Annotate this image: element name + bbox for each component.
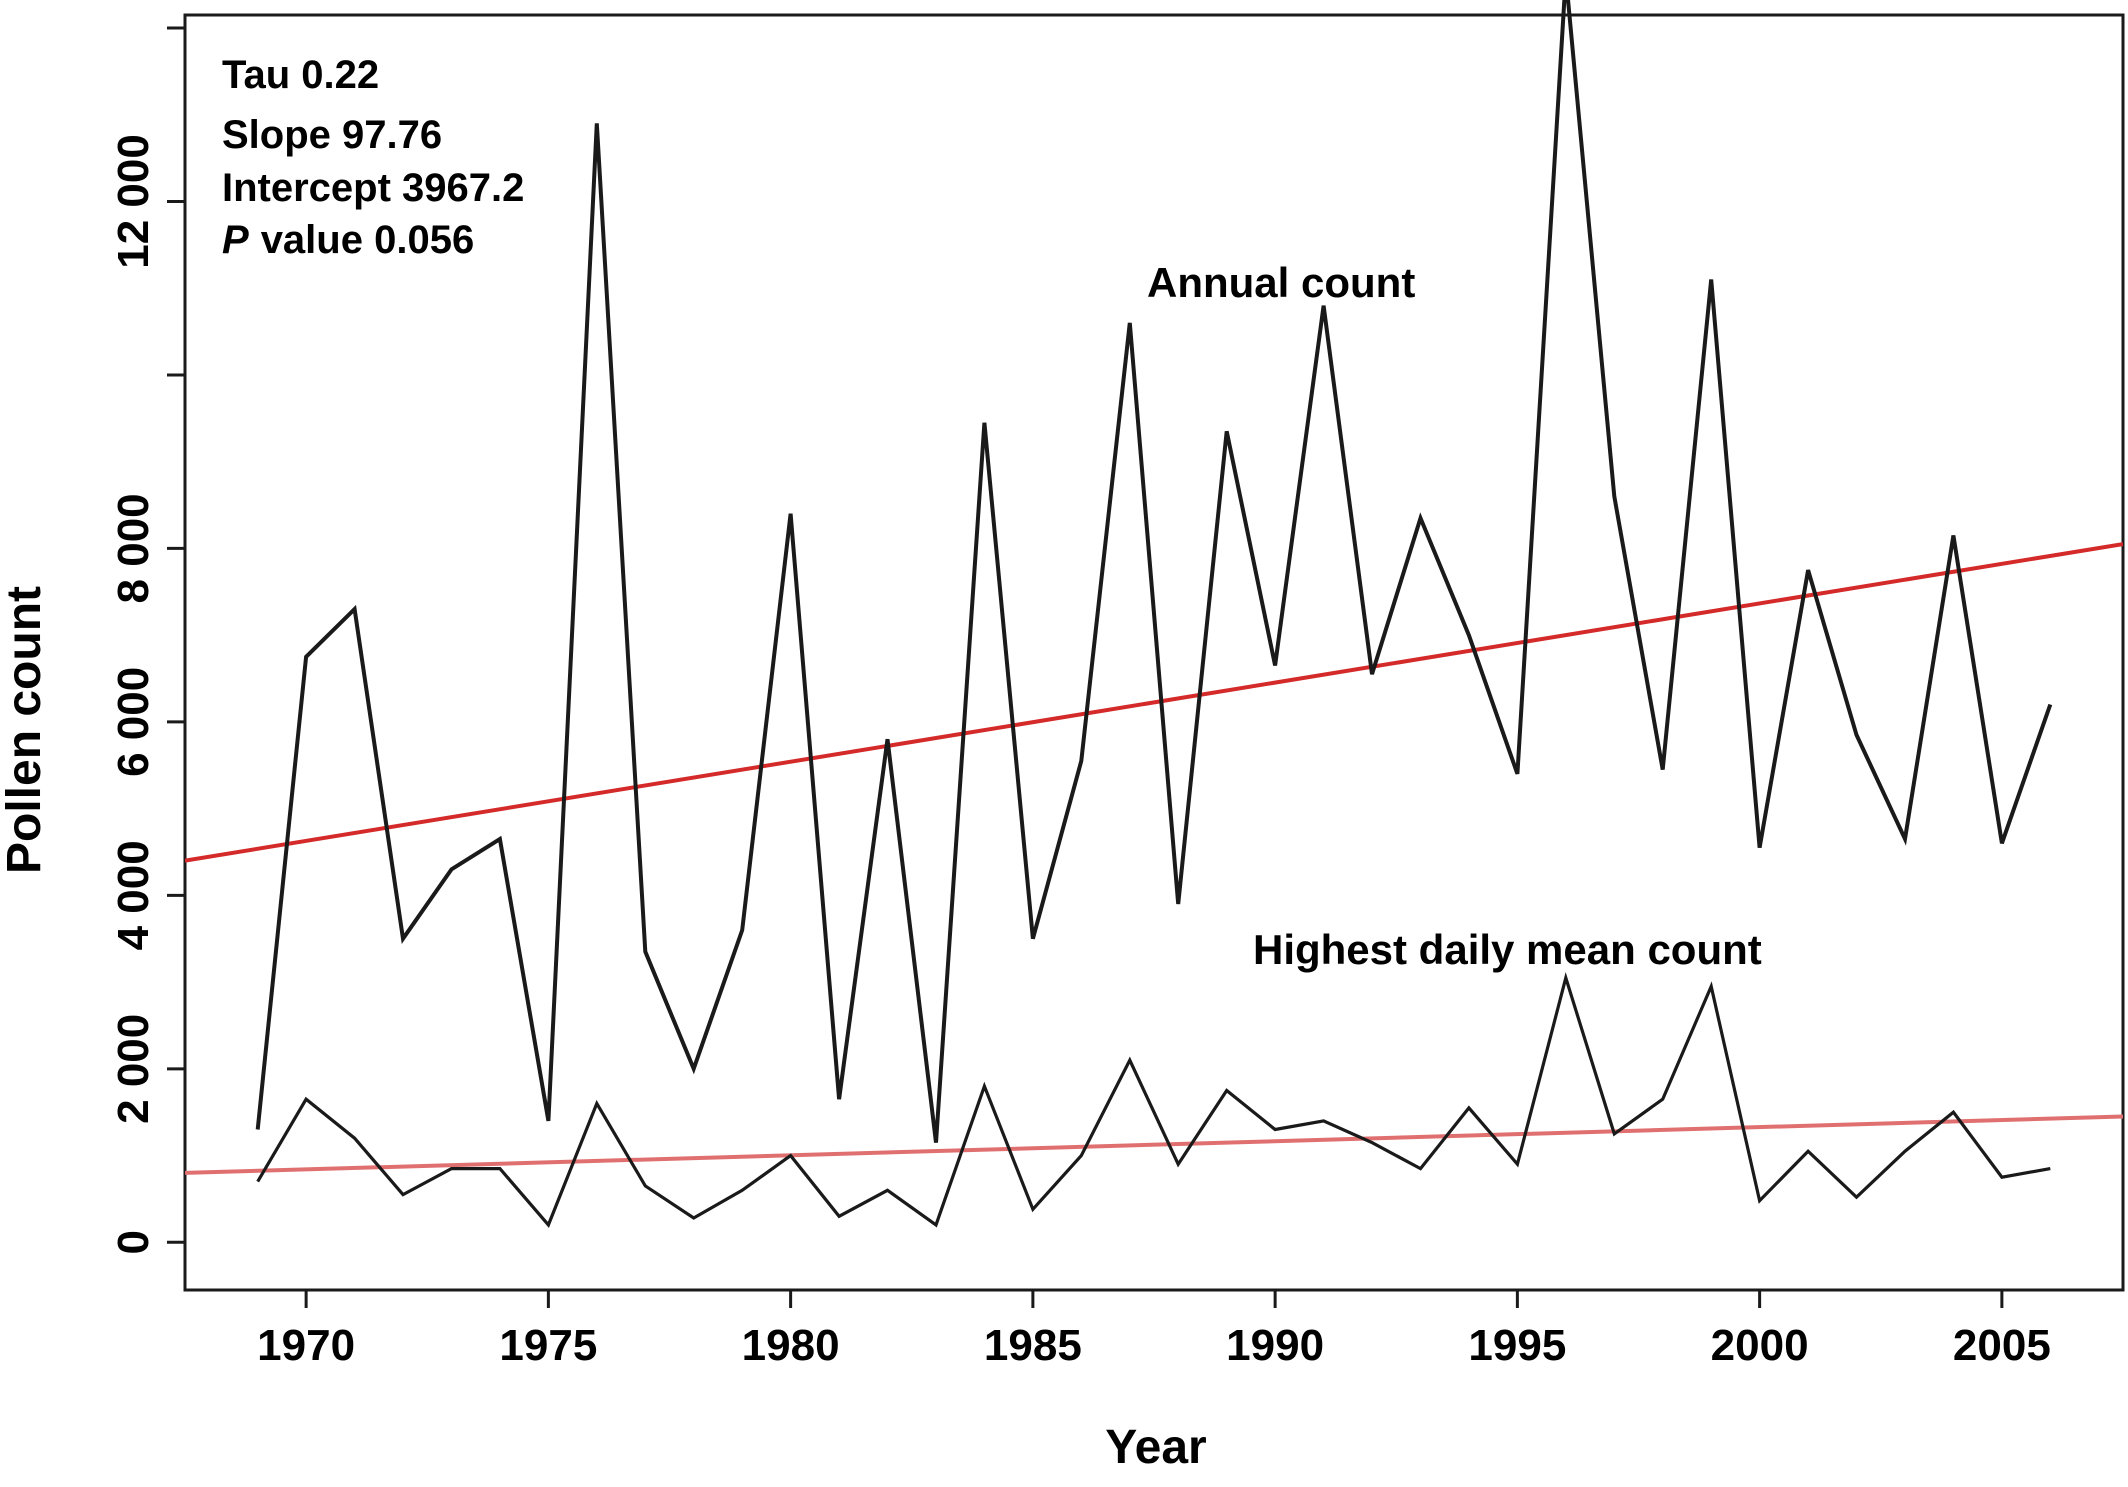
y-tick-label: 12 000 (109, 134, 158, 269)
stats-tau: Tau 0.22 (222, 53, 379, 97)
trend-lines (185, 542, 2123, 1175)
p-symbol: P (222, 218, 249, 262)
x-tick-label: 1995 (1468, 1321, 1566, 1370)
stats-intercept: Intercept 3967.2 (222, 166, 524, 210)
y-tick-label: 6 000 (109, 667, 158, 777)
daily-mean-label: Highest daily mean count (1253, 926, 1762, 973)
x-tick-label: 1975 (499, 1321, 597, 1370)
y-tick-label: 8 000 (109, 493, 158, 603)
daily-mean-line (256, 971, 2051, 1228)
data-series (255, 0, 2053, 1228)
y-axis: 0 2 000 4 000 6 000 8 000 12 000 (109, 26, 185, 1255)
x-tick-label: 1985 (984, 1321, 1082, 1370)
y-tick-label: 0 (109, 1230, 158, 1254)
x-tick-label: 1990 (1226, 1321, 1324, 1370)
plot-frame (183, 13, 2125, 1292)
x-axis: 1970 1975 1980 1985 1990 1995 2000 2005 (257, 1290, 2051, 1370)
x-tick-label: 2005 (1953, 1321, 2051, 1370)
annual-count-label: Annual count (1147, 259, 1415, 306)
x-tick-label: 2000 (1711, 1321, 1809, 1370)
y-tick-label: 2 000 (109, 1014, 158, 1124)
p-value-text: value 0.056 (261, 218, 475, 262)
daily-trend-line (185, 1114, 2123, 1175)
y-axis-title: Pollen count (0, 586, 51, 874)
x-axis-title: Year (1105, 1421, 1206, 1474)
stats-slope: Slope 97.76 (222, 113, 442, 157)
x-tick-label: 1980 (742, 1321, 840, 1370)
annual-trend-line (185, 542, 2123, 863)
y-tick-label: 4 000 (109, 840, 158, 950)
annual-count-line (255, 0, 2053, 1143)
x-tick-label: 1970 (257, 1321, 355, 1370)
